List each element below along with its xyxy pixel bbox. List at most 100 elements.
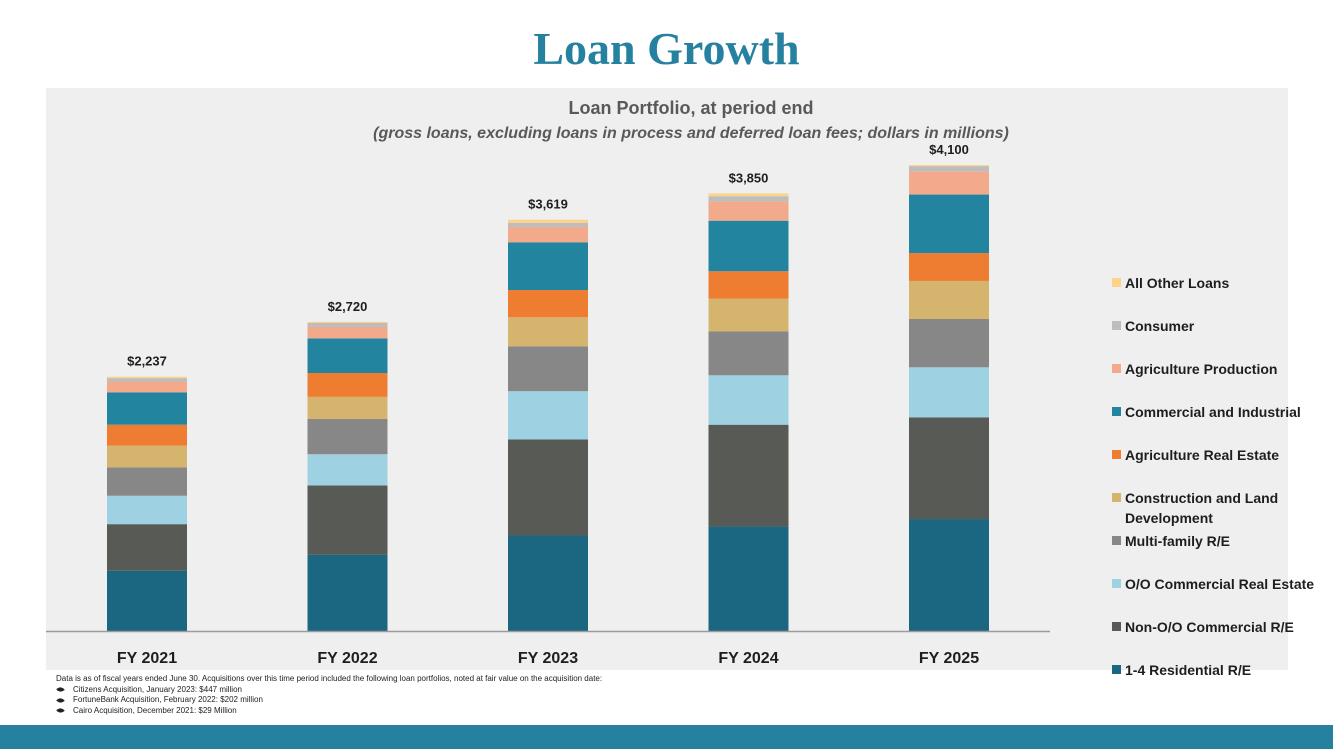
bar-segment bbox=[909, 194, 989, 254]
bar-segment bbox=[708, 193, 789, 197]
bar-segment bbox=[107, 424, 187, 446]
bar-segment bbox=[508, 439, 588, 536]
legend-swatch bbox=[1112, 321, 1121, 330]
legend-item: All Other Loans bbox=[1112, 273, 1333, 293]
bar-segment bbox=[508, 242, 588, 291]
leaf-bullet-icon bbox=[56, 685, 65, 694]
bar-segment bbox=[508, 391, 588, 440]
legend-label: O/O Commercial Real Estate bbox=[1125, 576, 1315, 592]
bar-segment bbox=[909, 253, 989, 281]
footnote-item: Citizens Acquisition, January 2023: $447… bbox=[56, 685, 602, 696]
legend-swatch bbox=[1112, 622, 1121, 631]
bar-segment bbox=[307, 485, 388, 555]
x-tick-label: FY 2022 bbox=[317, 650, 377, 667]
footnote: Data is as of fiscal years ended June 30… bbox=[56, 674, 602, 716]
bar-segment bbox=[909, 367, 989, 418]
bar-segment bbox=[708, 331, 789, 376]
bar-segment bbox=[508, 290, 588, 318]
legend-item: Construction and Land Development bbox=[1112, 488, 1333, 528]
page-title: Loan Growth bbox=[533, 23, 800, 74]
bar-segment bbox=[307, 396, 388, 420]
bar-segment bbox=[107, 445, 187, 468]
legend-swatch bbox=[1112, 579, 1121, 588]
bar-segment bbox=[307, 554, 388, 631]
footer-bar bbox=[0, 725, 1333, 749]
bar-segment bbox=[307, 321, 388, 323]
legend-swatch bbox=[1112, 493, 1121, 502]
legend-swatch bbox=[1112, 364, 1121, 373]
bar-segment bbox=[307, 454, 388, 486]
total-label: $3,850 bbox=[729, 170, 769, 185]
bar-segment bbox=[307, 338, 388, 373]
bar-segment bbox=[909, 171, 989, 195]
legend-label: Non-O/O Commercial R/E bbox=[1125, 619, 1294, 635]
legend-item: Multi-family R/E bbox=[1112, 531, 1333, 551]
legend-label: Multi-family R/E bbox=[1125, 533, 1231, 549]
bar-segment bbox=[708, 424, 789, 527]
bar-segment bbox=[909, 319, 989, 368]
chart-panel: Loan Portfolio, at period end (gross loan… bbox=[46, 88, 1314, 678]
legend-label: Agriculture Production bbox=[1125, 361, 1278, 377]
bar-segment bbox=[107, 376, 187, 379]
footnote-item: Cairo Acquisition, December 2021: $29 Mi… bbox=[56, 706, 602, 717]
bar-segment bbox=[708, 201, 789, 221]
legend-label: Commercial and Industrial bbox=[1125, 404, 1301, 420]
legend-swatch bbox=[1112, 665, 1121, 674]
footnote-intro: Data is as of fiscal years ended June 30… bbox=[56, 674, 603, 683]
x-tick-label: FY 2025 bbox=[919, 650, 979, 667]
bar-segment bbox=[909, 280, 989, 320]
legend-item: Agriculture Real Estate bbox=[1112, 445, 1333, 465]
legend-label: Construction and Land Development bbox=[1125, 490, 1279, 526]
total-label: $3,619 bbox=[528, 197, 568, 212]
legend-item: Non-O/O Commercial R/E bbox=[1112, 617, 1333, 637]
x-tick-label: FY 2023 bbox=[518, 650, 578, 667]
bar-segment bbox=[307, 372, 388, 397]
bar-segment bbox=[107, 392, 187, 425]
bar-segment bbox=[708, 220, 789, 272]
bar-segment bbox=[508, 535, 588, 631]
leaf-bullet-icon bbox=[56, 696, 65, 705]
legend-swatch bbox=[1112, 407, 1121, 416]
bar-segment bbox=[508, 222, 588, 227]
legend-label: 1-4 Residential R/E bbox=[1125, 662, 1252, 678]
legend-swatch bbox=[1112, 450, 1121, 459]
bar-segment bbox=[107, 378, 187, 382]
legend-swatch bbox=[1112, 278, 1121, 287]
bar-segment bbox=[909, 417, 989, 520]
bar-segment bbox=[107, 570, 187, 631]
legend-label: Consumer bbox=[1125, 318, 1195, 334]
bar-segment bbox=[107, 524, 187, 571]
bar-segment bbox=[708, 298, 789, 332]
legend-item: Consumer bbox=[1112, 316, 1333, 336]
x-tick-label: FY 2021 bbox=[117, 650, 177, 667]
legend-label: All Other Loans bbox=[1125, 275, 1230, 291]
chart-subtitle: (gross loans, excluding loans in process… bbox=[373, 125, 1009, 142]
legend-swatch bbox=[1112, 536, 1121, 545]
total-label: $2,237 bbox=[127, 354, 167, 369]
bar-segment bbox=[107, 467, 187, 496]
bar-segment bbox=[708, 375, 789, 425]
legend-item: O/O Commercial Real Estate bbox=[1112, 574, 1333, 594]
total-label: $2,720 bbox=[328, 299, 368, 314]
total-label: $4,100 bbox=[929, 142, 969, 157]
bar-segment bbox=[708, 196, 789, 202]
bar-segment bbox=[307, 326, 388, 339]
bar-segment bbox=[909, 166, 989, 172]
bar-segment bbox=[708, 271, 789, 299]
bar-segment bbox=[508, 346, 588, 392]
x-tick-label: FY 2024 bbox=[718, 650, 778, 667]
bar-segment bbox=[508, 226, 588, 243]
legend-item: Agriculture Production bbox=[1112, 359, 1333, 379]
bar-segment bbox=[307, 419, 388, 455]
bar-segment bbox=[508, 219, 588, 223]
bar-segment bbox=[909, 519, 989, 631]
footnote-item-text: Cairo Acquisition, December 2021: $29 Mi… bbox=[73, 705, 237, 715]
footnote-item-text: Citizens Acquisition, January 2023: $447… bbox=[73, 684, 242, 694]
bar-segment bbox=[107, 495, 187, 525]
bar-segment bbox=[708, 526, 789, 631]
legend-item: Commercial and Industrial bbox=[1112, 402, 1333, 422]
bar-segment bbox=[107, 381, 187, 393]
legend-item: 1-4 Residential R/E bbox=[1112, 660, 1333, 680]
legend-label: Agriculture Real Estate bbox=[1125, 447, 1280, 463]
bar-segment bbox=[909, 165, 989, 167]
